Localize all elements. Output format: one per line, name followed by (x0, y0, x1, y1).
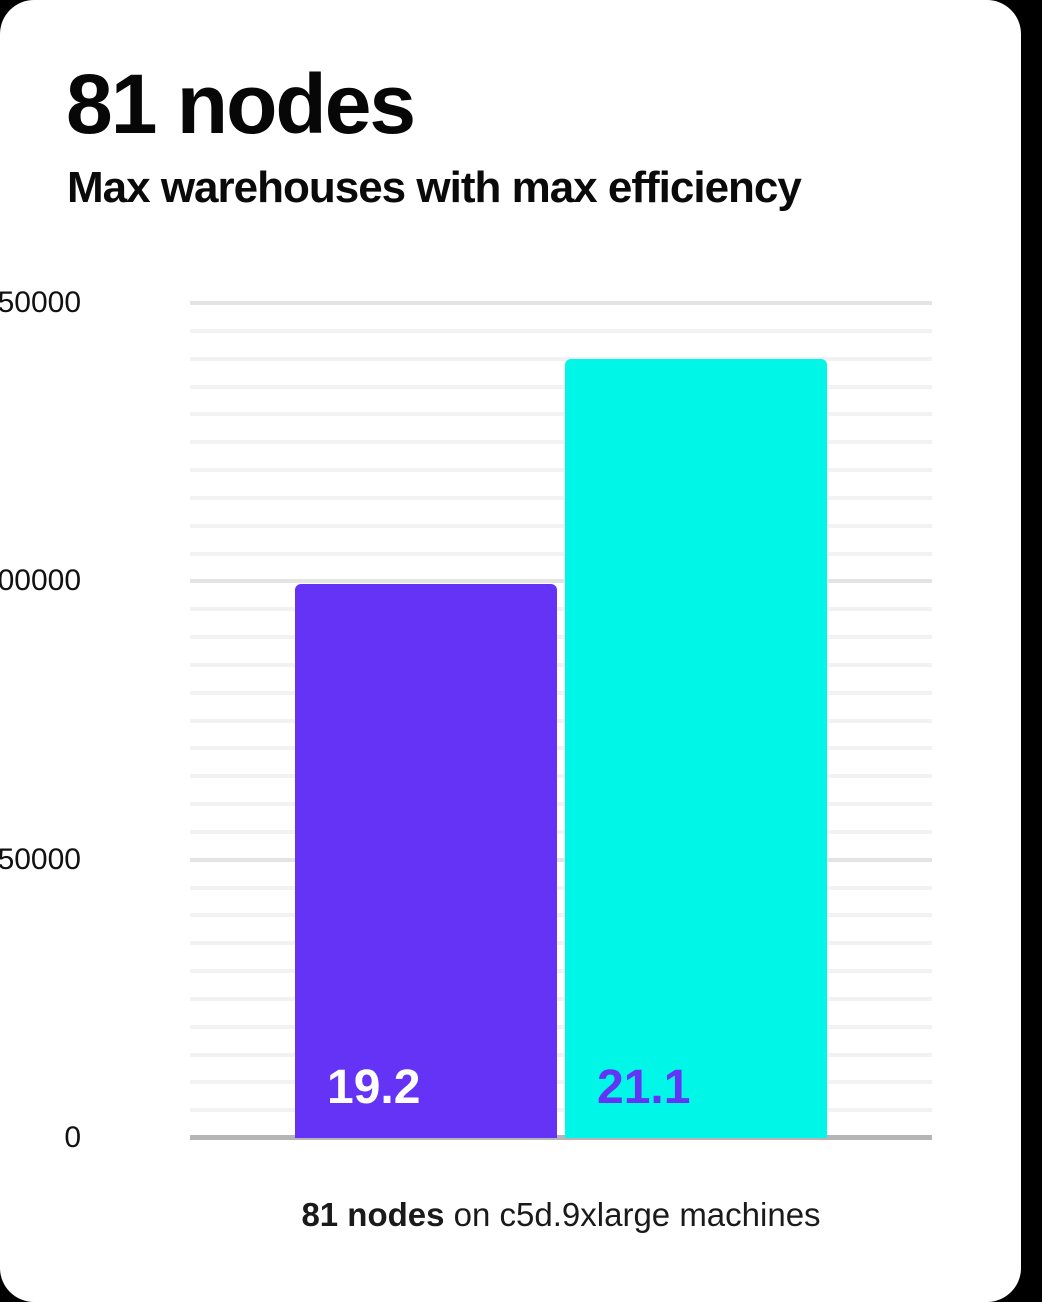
minor-gridline (190, 1080, 932, 1085)
y-axis-tick-label: 100000 (0, 564, 81, 598)
minor-gridline (190, 662, 932, 667)
bar-2-value-label: 21.1 (597, 1061, 691, 1114)
minor-gridline (190, 802, 932, 806)
minor-gridline (190, 829, 932, 834)
y-axis-tick-label: 150000 (0, 286, 81, 319)
minor-gridline (190, 468, 932, 472)
bar-1-value-label: 19.2 (327, 1061, 421, 1114)
minor-gridline (190, 328, 932, 333)
minor-gridline (190, 635, 932, 639)
plot-area: 0 50000 100000 150000 19.2 21.1 (0, 288, 932, 1153)
y-axis-tick-label: 0 (64, 1121, 81, 1154)
minor-gridline (190, 941, 932, 946)
chart-caption: 81 nodes on c5d.9xlarge machines (190, 1196, 932, 1234)
minor-gridline (190, 913, 932, 918)
minor-gridline (190, 1052, 932, 1057)
chart-title: 81 nodes (66, 57, 416, 151)
minor-gridline (190, 774, 932, 779)
minor-gridline (190, 1024, 932, 1029)
minor-gridline (190, 1108, 932, 1113)
bar-1: 19.2 (295, 584, 557, 1138)
y-axis-tick-label: 50000 (0, 842, 81, 876)
minor-gridline (190, 969, 932, 973)
minor-gridline (190, 495, 932, 500)
minor-gridline (190, 551, 932, 556)
major-gridline (190, 301, 932, 305)
minor-gridline (190, 523, 932, 528)
caption-rest-text: on c5d.9xlarge machines (444, 1196, 821, 1233)
minor-gridline (190, 690, 932, 695)
x-axis-line (190, 1135, 932, 1140)
minor-gridline (190, 607, 932, 612)
minor-gridline (190, 384, 932, 389)
major-gridline (190, 857, 932, 862)
chart-subtitle: Max warehouses with max efficiency (67, 163, 802, 212)
minor-gridline (190, 440, 932, 445)
minor-gridline (190, 356, 932, 361)
chart-card: 81 nodes Max warehouses with max efficie… (0, 0, 1021, 1302)
caption-bold-text: 81 nodes (301, 1196, 445, 1233)
minor-gridline (190, 885, 932, 890)
minor-gridline (190, 996, 932, 1001)
minor-gridline (190, 718, 932, 723)
bar-2: 21.1 (565, 358, 827, 1138)
major-gridline (190, 579, 932, 584)
minor-gridline (190, 746, 932, 751)
minor-gridline (190, 412, 932, 417)
